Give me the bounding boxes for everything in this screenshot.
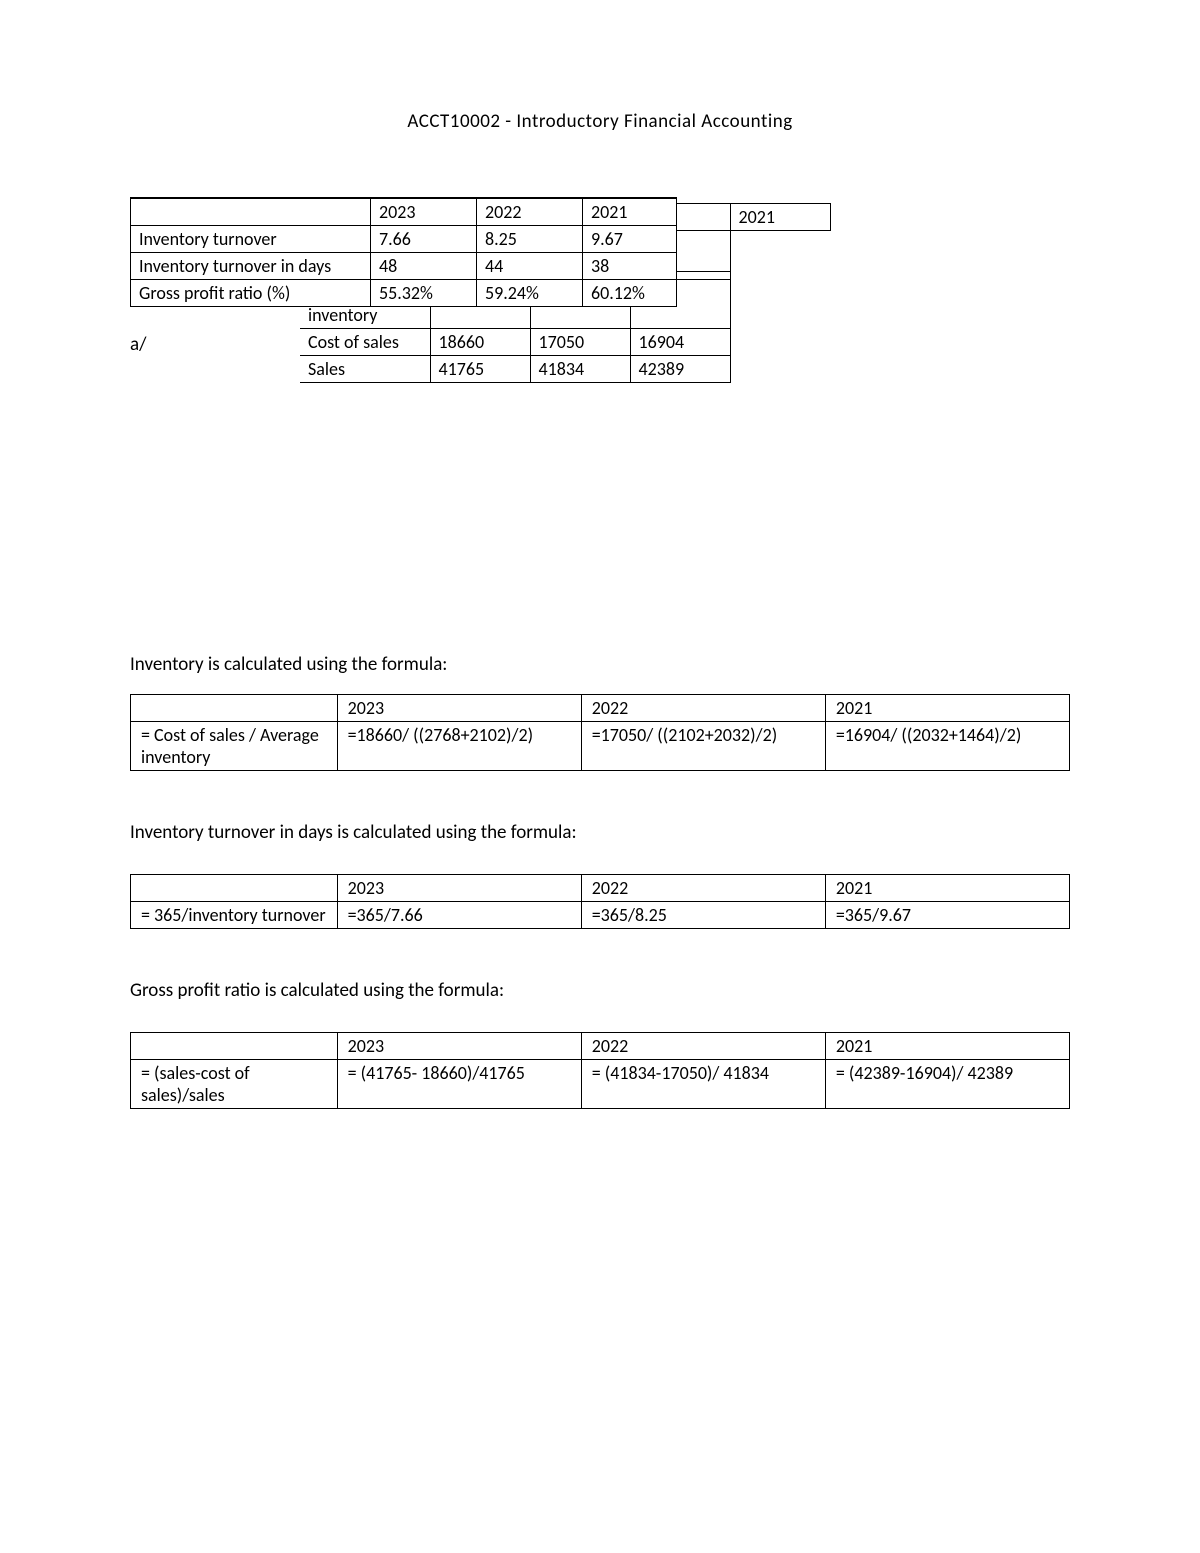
overlapping-tables: a/ 2023 2023 2022 2021 Beginning invento…: [130, 203, 1070, 393]
cell: Gross profit ratio (%): [131, 280, 371, 307]
turnover-days-formula-table: 2023 2022 2021 = 365/inventory turnover …: [130, 874, 1070, 929]
table-row: Inventory turnover 7.66 8.25 9.67: [131, 226, 677, 253]
page-title: ACCT10002 - Introductory Financial Accou…: [130, 110, 1070, 133]
cell: = 365/inventory turnover: [131, 902, 338, 929]
cell: 2023: [337, 875, 581, 902]
cell: =365/9.67: [825, 902, 1069, 929]
cell: 42389: [630, 356, 730, 383]
cell: [131, 198, 371, 226]
cell: 2023: [337, 1033, 581, 1060]
cell: 2021: [825, 1033, 1069, 1060]
cell: 38: [583, 253, 677, 280]
cell: 2022: [581, 875, 825, 902]
cell: [131, 695, 338, 722]
ratios-table: 2023 2022 2021 Inventory turnover 7.66 8…: [130, 197, 677, 307]
table-row: Cost of sales 18660 17050 16904: [300, 329, 830, 356]
cell: 2023: [371, 198, 477, 226]
cell: =365/8.25: [581, 902, 825, 929]
page: ACCT10002 - Introductory Financial Accou…: [0, 0, 1200, 1219]
cell: 2022: [581, 1033, 825, 1060]
cell: 60.12%: [583, 280, 677, 307]
table-row: 2023 2022 2021: [131, 875, 1070, 902]
cell: = Cost of sales / Average inventory: [131, 722, 338, 771]
cell: 2021: [825, 875, 1069, 902]
cell: 7.66: [371, 226, 477, 253]
cell: 44: [477, 253, 583, 280]
table-row: Sales 41765 41834 42389: [300, 356, 830, 383]
cell: =16904/ ((2032+1464)/2): [825, 722, 1069, 771]
cell: 41834: [530, 356, 630, 383]
cell: [131, 1033, 338, 1060]
cell: 17050: [530, 329, 630, 356]
cell: =365/7.66: [337, 902, 581, 929]
cell: 2021: [825, 695, 1069, 722]
table-row: = 365/inventory turnover =365/7.66 =365/…: [131, 902, 1070, 929]
table-row: 2023 2022 2021: [131, 198, 677, 226]
cell: 2022: [581, 695, 825, 722]
cell: Inventory turnover: [131, 226, 371, 253]
table-row: 2023 2022 2021: [131, 1033, 1070, 1060]
cell: Inventory turnover in days: [131, 253, 371, 280]
gross-profit-formula-table: 2023 2022 2021 = (sales-cost of sales)/s…: [130, 1032, 1070, 1109]
cell: 59.24%: [477, 280, 583, 307]
section-heading: Inventory is calculated using the formul…: [130, 653, 1070, 676]
section-heading: Gross profit ratio is calculated using t…: [130, 979, 1070, 1002]
cell: 41765: [430, 356, 530, 383]
cell: 16904: [630, 329, 730, 356]
cell: 18660: [430, 329, 530, 356]
cell: =17050/ ((2102+2032)/2): [581, 722, 825, 771]
cell: Sales: [300, 356, 430, 383]
cell: 2023: [337, 695, 581, 722]
cell: 55.32%: [371, 280, 477, 307]
cell: = (41834-17050)/ 41834: [581, 1060, 825, 1109]
cell: 2022: [477, 198, 583, 226]
inventory-formula-table: 2023 2022 2021 = Cost of sales / Average…: [130, 694, 1070, 771]
cell: [131, 875, 338, 902]
cell: 2021: [730, 204, 830, 231]
cell: Cost of sales: [300, 329, 430, 356]
table-row: Gross profit ratio (%) 55.32% 59.24% 60.…: [131, 280, 677, 307]
table-row: Inventory turnover in days 48 44 38: [131, 253, 677, 280]
table-row: 2023 2022 2021: [131, 695, 1070, 722]
section-label-a: a/: [130, 333, 146, 356]
cell: =18660/ ((2768+2102)/2): [337, 722, 581, 771]
cell: 9.67: [583, 226, 677, 253]
section-heading: Inventory turnover in days is calculated…: [130, 821, 1070, 844]
table-row: = (sales-cost of sales)/sales = (41765- …: [131, 1060, 1070, 1109]
cell: = (42389-16904)/ 42389: [825, 1060, 1069, 1109]
cell: = (41765- 18660)/41765: [337, 1060, 581, 1109]
cell: 2021: [583, 198, 677, 226]
cell: 8.25: [477, 226, 583, 253]
cell: = (sales-cost of sales)/sales: [131, 1060, 338, 1109]
table-row: = Cost of sales / Average inventory =186…: [131, 722, 1070, 771]
cell: 48: [371, 253, 477, 280]
